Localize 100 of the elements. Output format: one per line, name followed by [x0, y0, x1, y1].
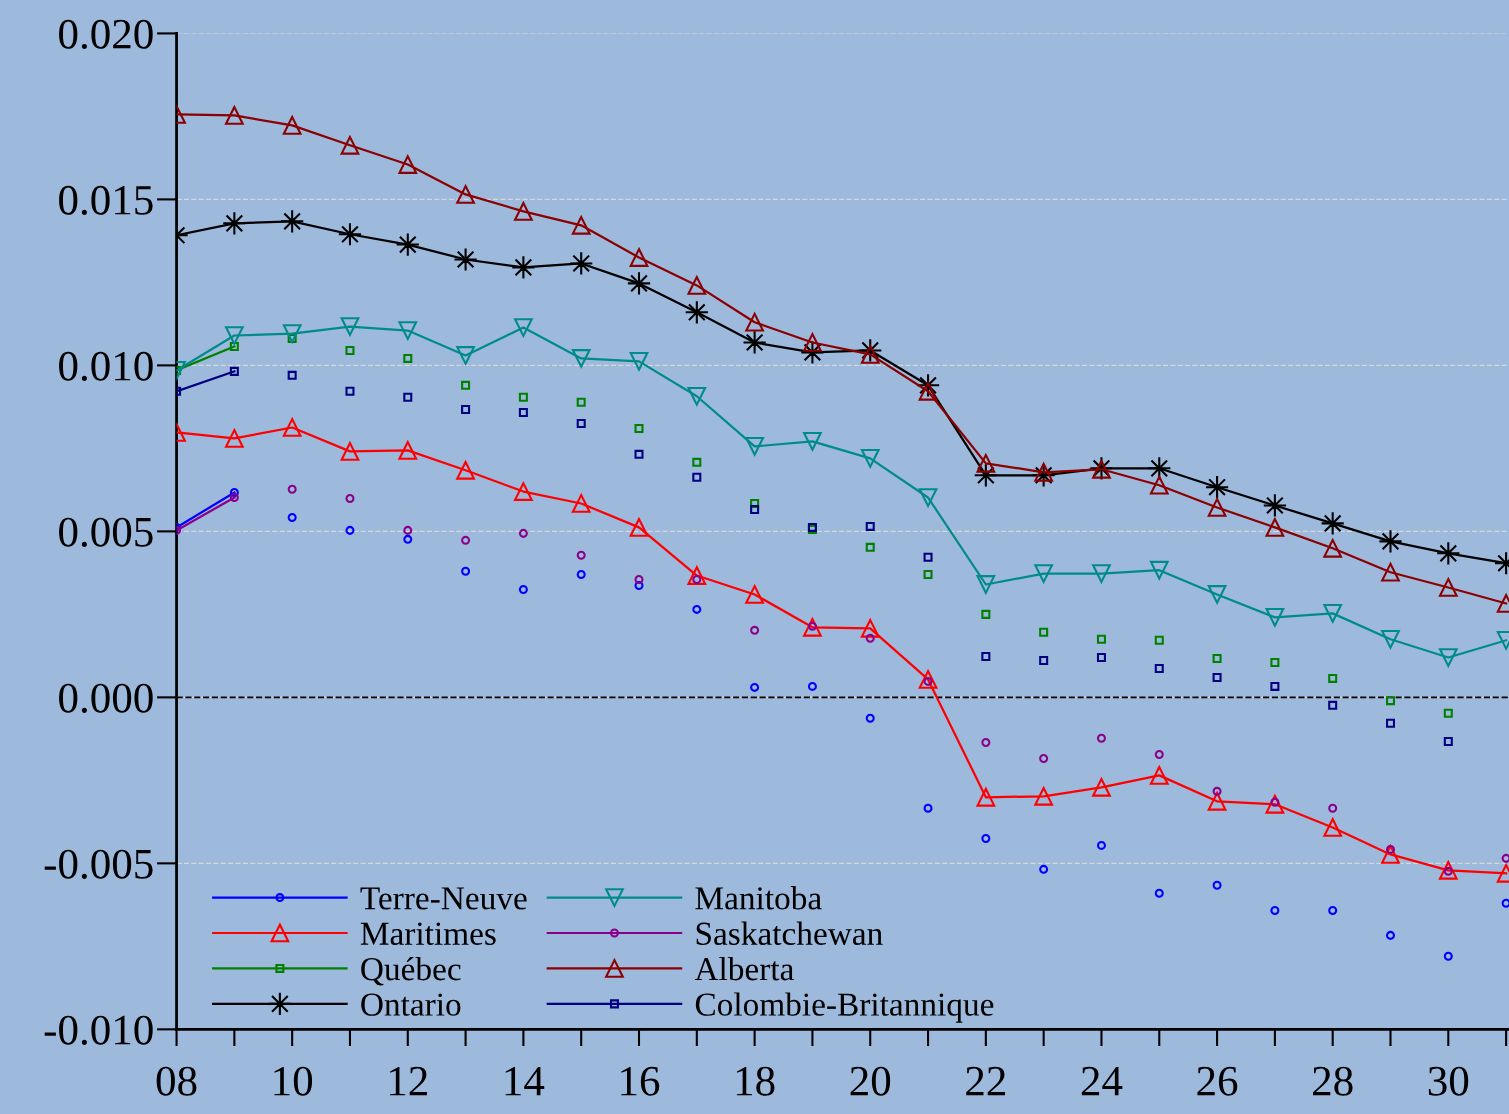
x-tick-label: 18 — [736, 1066, 775, 1096]
point — [1039, 656, 1049, 666]
point — [569, 251, 594, 276]
point — [398, 155, 418, 174]
point — [1323, 538, 1343, 558]
point — [403, 525, 413, 535]
point — [1323, 604, 1343, 623]
point — [1443, 708, 1453, 718]
x-tick-label: 16 — [621, 1066, 660, 1096]
point — [403, 534, 413, 544]
point — [981, 738, 991, 748]
point — [1207, 791, 1227, 811]
point — [514, 482, 533, 501]
legend-label: Colombie-Britannique — [695, 992, 994, 1023]
point — [1501, 898, 1509, 908]
point — [1154, 663, 1164, 673]
point — [634, 449, 644, 459]
point — [337, 222, 363, 247]
point — [745, 585, 764, 604]
point — [1262, 493, 1288, 518]
x-tick-label: 30 — [1428, 1066, 1469, 1096]
point — [803, 617, 822, 637]
point — [224, 429, 244, 448]
point — [224, 106, 244, 125]
point — [1381, 562, 1400, 582]
point — [403, 392, 413, 402]
legend-label: Manitoba — [695, 886, 822, 910]
x-tick-label: 14 — [505, 1066, 545, 1096]
legend-label: Québec — [361, 956, 461, 986]
point — [1443, 951, 1453, 961]
y-tick-label: 0.020 — [59, 19, 153, 49]
y-tick-label: 0.000 — [59, 683, 153, 713]
point — [282, 418, 302, 437]
y-tick-label: 0.015 — [59, 185, 153, 215]
legend-label: Alberta — [694, 956, 794, 981]
point — [750, 682, 760, 692]
point — [571, 494, 591, 513]
point — [1212, 880, 1222, 890]
y-tick-label: -0.010 — [44, 1015, 153, 1045]
point — [1385, 930, 1396, 940]
point — [745, 312, 764, 332]
point — [1039, 864, 1049, 874]
point — [1096, 733, 1106, 743]
point — [287, 512, 297, 522]
point — [576, 550, 586, 560]
point — [576, 397, 586, 407]
point — [629, 518, 649, 537]
point — [1207, 585, 1227, 604]
point — [1438, 860, 1458, 880]
point — [976, 453, 996, 473]
point — [1154, 888, 1164, 898]
point — [1034, 786, 1054, 806]
point — [280, 209, 305, 234]
point — [345, 494, 355, 504]
point — [1212, 654, 1222, 664]
point — [514, 318, 533, 337]
point — [340, 135, 360, 155]
point — [692, 604, 702, 614]
point — [745, 437, 764, 456]
point — [1039, 753, 1049, 763]
point — [345, 525, 355, 535]
point — [684, 300, 709, 325]
point — [687, 566, 707, 585]
point — [976, 787, 996, 807]
y-tick-label: -0.005 — [44, 849, 153, 879]
point — [453, 247, 478, 272]
x-tick-label: 08 — [156, 1066, 197, 1096]
point — [1320, 511, 1345, 536]
point — [229, 493, 239, 503]
point — [750, 625, 760, 635]
point — [629, 352, 649, 371]
point — [865, 521, 875, 531]
point — [1381, 845, 1400, 864]
point — [923, 803, 933, 813]
point — [692, 472, 702, 482]
point — [1385, 696, 1396, 706]
x-tick-label: 28 — [1313, 1066, 1353, 1096]
point — [692, 457, 702, 467]
y-tick-label: 0.010 — [59, 351, 153, 381]
point — [1385, 718, 1396, 728]
point — [981, 833, 991, 843]
point — [222, 211, 247, 236]
point — [807, 681, 817, 691]
point — [456, 460, 475, 480]
x-tick-label: 26 — [1197, 1066, 1238, 1096]
point — [395, 232, 420, 257]
point — [1096, 634, 1106, 644]
point — [1034, 564, 1054, 583]
point — [1096, 653, 1106, 663]
point — [687, 386, 707, 406]
point — [634, 575, 644, 585]
point — [571, 349, 591, 368]
x-tick-label: 10 — [274, 1066, 313, 1096]
point — [514, 201, 533, 221]
x-tick-label: 20 — [850, 1066, 891, 1096]
legend-label: Maritimes — [360, 922, 496, 945]
point — [923, 552, 933, 562]
point — [1323, 818, 1343, 837]
point — [858, 338, 883, 363]
point — [865, 713, 875, 723]
